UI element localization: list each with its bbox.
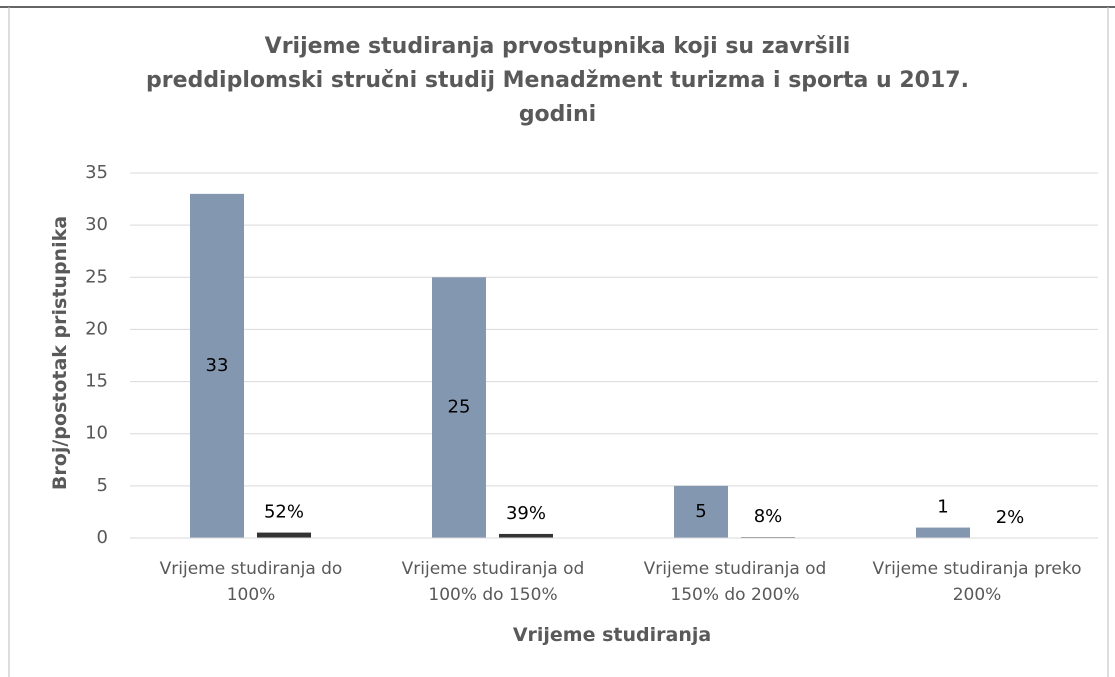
bar bbox=[190, 193, 244, 538]
bar bbox=[257, 532, 311, 538]
data-label: 33 bbox=[206, 355, 229, 376]
y-tick-label: 0 bbox=[97, 527, 108, 548]
data-label: 8% bbox=[754, 506, 783, 527]
bar bbox=[432, 277, 486, 538]
y-tick-label: 25 bbox=[85, 266, 108, 287]
chart-title: Vrijeme studiranja prvostupnika koji su … bbox=[146, 34, 969, 127]
y-axis-title: Broj/postotak pristupnika bbox=[49, 215, 71, 491]
y-tick-label: 15 bbox=[85, 371, 108, 392]
data-label: 52% bbox=[264, 502, 304, 523]
data-label: 25 bbox=[448, 397, 471, 418]
x-tick-label: Vrijeme studiranja od 150% do 200% bbox=[643, 559, 827, 605]
x-tick-label: Vrijeme studiranja od 100% do 150% bbox=[401, 559, 585, 605]
data-label: 1 bbox=[937, 497, 948, 518]
bar bbox=[674, 485, 728, 538]
x-tick-label: Vrijeme studiranja do 100% bbox=[159, 559, 343, 605]
y-tick-label: 30 bbox=[85, 214, 108, 235]
x-axis-title: Vrijeme studiranja bbox=[512, 624, 712, 646]
bar bbox=[916, 527, 970, 538]
data-label: 2% bbox=[996, 507, 1025, 528]
y-tick-label: 20 bbox=[85, 318, 108, 339]
y-tick-label: 5 bbox=[97, 475, 108, 496]
bar bbox=[499, 533, 553, 538]
y-tick-label: 35 bbox=[85, 162, 108, 183]
y-tick-label: 10 bbox=[85, 423, 108, 444]
x-tick-label: Vrijeme studiranja preko 200% bbox=[872, 559, 1082, 605]
data-label: 39% bbox=[506, 503, 546, 524]
data-label: 5 bbox=[695, 501, 706, 522]
